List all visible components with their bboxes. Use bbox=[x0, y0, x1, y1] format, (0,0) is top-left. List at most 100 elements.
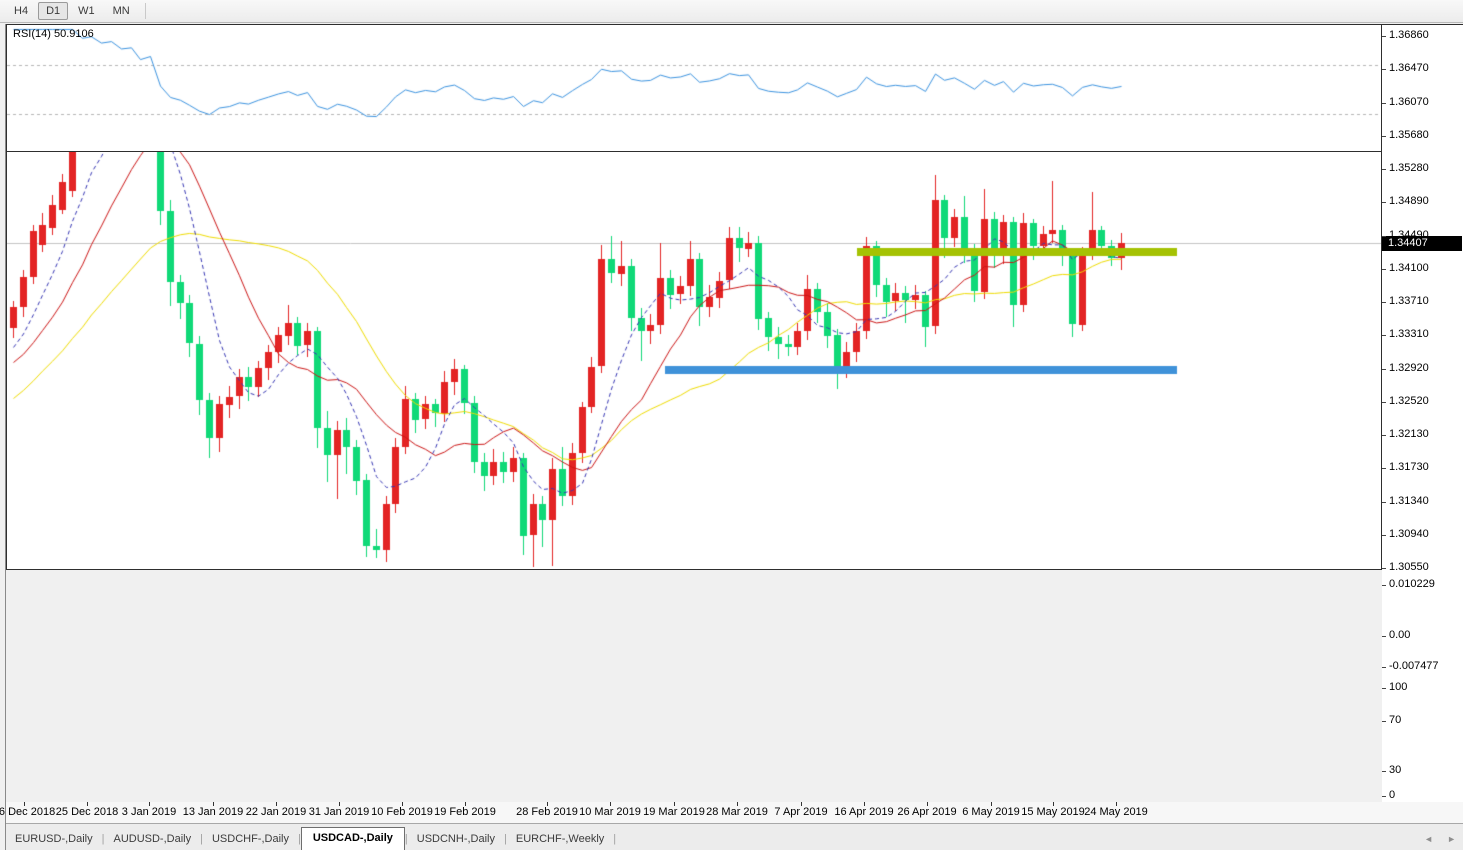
price-axis-label: 1.31340 bbox=[1389, 494, 1429, 507]
date-axis-tick bbox=[801, 802, 802, 806]
price-axis-tick bbox=[1382, 202, 1386, 204]
price-axis-label: 1.36860 bbox=[1389, 29, 1429, 41]
rsi-chart-canvas[interactable] bbox=[7, 25, 1381, 151]
date-axis-label: 7 Apr 2019 bbox=[774, 806, 828, 818]
price-axis-tick bbox=[1382, 302, 1386, 303]
rsi-panel[interactable]: RSI(14) 50.9106 bbox=[6, 24, 1382, 152]
date-axis-label: 10 Feb 2019 bbox=[371, 806, 433, 818]
date-axis-tick bbox=[24, 802, 25, 806]
date-axis-tick bbox=[1116, 802, 1117, 806]
price-axis-label: 1.33710 bbox=[1389, 295, 1429, 307]
price-axis-tick bbox=[1382, 435, 1386, 436]
date-axis-tick bbox=[1053, 802, 1054, 806]
tab-separator: | bbox=[504, 833, 507, 845]
date-axis-label: 26 Apr 2019 bbox=[897, 806, 957, 818]
date-axis-tick bbox=[87, 802, 88, 806]
price-axis[interactable]: 1.34407 1.36860 1.36470 1.36070 1.35680 1.35… bbox=[1382, 24, 1463, 802]
price-axis-tick bbox=[1382, 501, 1386, 503]
macd-axis-label: 0.00 bbox=[1389, 629, 1411, 641]
price-axis-label: 1.36470 bbox=[1389, 62, 1429, 75]
date-axis-label: 10 Mar 2019 bbox=[579, 806, 641, 818]
tab-usdcad[interactable]: USDCAD-,Daily bbox=[300, 827, 405, 850]
price-axis-tick bbox=[1382, 268, 1386, 270]
price-axis-tick bbox=[1382, 235, 1386, 237]
timeframe-button-mn[interactable]: MN bbox=[112, 5, 130, 17]
date-axis-tick bbox=[737, 802, 738, 806]
rsi-axis-tick bbox=[1382, 796, 1386, 797]
date-axis-label: 3 Jan 2019 bbox=[121, 806, 177, 818]
price-axis-label: 1.34890 bbox=[1389, 195, 1429, 208]
tab-eurchf[interactable]: EURCHF-,Weekly bbox=[515, 833, 605, 845]
price-axis-tick bbox=[1382, 335, 1386, 337]
date-axis-tick bbox=[213, 802, 214, 806]
timeframe-button-w1[interactable]: W1 bbox=[78, 5, 95, 17]
date-axis-label: 28 Feb 2019 bbox=[516, 806, 578, 818]
rsi-name: RSI(14) bbox=[13, 28, 51, 40]
tab-eurusd[interactable]: EURUSD-,Daily bbox=[15, 833, 93, 845]
date-axis-tick bbox=[402, 802, 403, 806]
price-axis-tick bbox=[1382, 568, 1386, 569]
rsi-axis-tick bbox=[1382, 688, 1386, 689]
tab-scroll-right-icon[interactable]: ► bbox=[1447, 834, 1456, 844]
tab-audusd[interactable]: AUDUSD-,Daily bbox=[113, 833, 192, 845]
date-axis-tick bbox=[149, 802, 150, 806]
price-axis-tick bbox=[1382, 135, 1386, 137]
toolbar-separator bbox=[144, 3, 146, 19]
macd-axis-label: 0.010229 bbox=[1389, 578, 1435, 590]
rsi-axis-label: 70 bbox=[1389, 714, 1402, 726]
price-axis-tick bbox=[1382, 169, 1386, 170]
date-axis-tick bbox=[547, 802, 548, 806]
price-axis-label: 1.33310 bbox=[1389, 328, 1429, 341]
date-axis-label: 28 Mar 2019 bbox=[706, 806, 768, 818]
date-axis-label: 13 Jan 2019 bbox=[182, 806, 244, 818]
rsi-axis-tick bbox=[1382, 771, 1386, 772]
date-axis-label: 16 Apr 2019 bbox=[834, 806, 894, 818]
price-axis-label: 1.34490 bbox=[1389, 228, 1429, 241]
tab-separator: | bbox=[200, 833, 203, 845]
date-axis-label: 16 Dec 2018 bbox=[0, 806, 56, 818]
price-axis-tick bbox=[1382, 102, 1386, 104]
price-axis-label: 1.32520 bbox=[1389, 394, 1429, 407]
date-axis-tick bbox=[465, 802, 466, 806]
tab-scroll-left-icon[interactable]: ◄ bbox=[1424, 834, 1434, 844]
tab-usdcnh[interactable]: USDCNH-,Daily bbox=[416, 833, 495, 845]
date-axis-tick bbox=[991, 802, 992, 806]
rsi-axis-label: 100 bbox=[1389, 681, 1408, 693]
price-axis-tick bbox=[1382, 69, 1386, 71]
tab-separator: | bbox=[404, 833, 408, 845]
date-axis-label: 19 Feb 2019 bbox=[434, 806, 496, 818]
tab-usdchf[interactable]: USDCHF-,Daily bbox=[211, 833, 289, 845]
macd-axis-tick bbox=[1382, 636, 1386, 637]
timeframe-button-h4[interactable]: H4 bbox=[14, 5, 29, 17]
macd-axis-label: -0.007477 bbox=[1389, 660, 1439, 672]
tab-scroll-buttons: ◄ ► bbox=[1424, 834, 1456, 844]
price-axis-tick bbox=[1382, 534, 1386, 536]
price-axis-label: 1.32920 bbox=[1389, 361, 1429, 374]
chart-tab-bar: EURUSD-,Daily | AUDUSD-,Daily | USDCHF-,Dail… bbox=[6, 823, 1463, 850]
chart-window: ▲ USDCAD-,Daily 1.34363 1.34463 1.34326 … bbox=[0, 24, 1463, 850]
date-axis-label: 25 Dec 2018 bbox=[55, 806, 119, 818]
date-axis-label: 24 May 2019 bbox=[1084, 806, 1148, 818]
price-axis-tick bbox=[1382, 401, 1386, 403]
price-axis-tick bbox=[1382, 368, 1386, 370]
date-axis-tick bbox=[339, 802, 340, 806]
price-axis-label: 1.32130 bbox=[1389, 428, 1429, 440]
price-axis-label: 1.30940 bbox=[1389, 527, 1429, 540]
macd-axis-tick bbox=[1382, 585, 1386, 586]
date-axis-tick bbox=[610, 802, 611, 806]
rsi-axis-label: 30 bbox=[1389, 764, 1402, 776]
timeframe-button-d1[interactable]: D1 bbox=[38, 2, 69, 20]
price-axis-tick bbox=[1382, 36, 1386, 37]
price-axis-label: 1.35680 bbox=[1389, 128, 1429, 141]
price-axis-tick bbox=[1382, 468, 1386, 470]
rsi-axis-tick bbox=[1382, 721, 1386, 722]
price-axis-label: 1.30550 bbox=[1389, 561, 1429, 573]
date-axis-tick bbox=[276, 802, 277, 806]
current-bid-price-tag: 1.34407 bbox=[1382, 236, 1462, 251]
price-axis-label: 1.36070 bbox=[1389, 95, 1429, 108]
rsi-value: 50.9106 bbox=[53, 28, 94, 40]
macd-axis-tick bbox=[1382, 667, 1386, 668]
price-axis-label: 1.31730 bbox=[1389, 461, 1429, 474]
